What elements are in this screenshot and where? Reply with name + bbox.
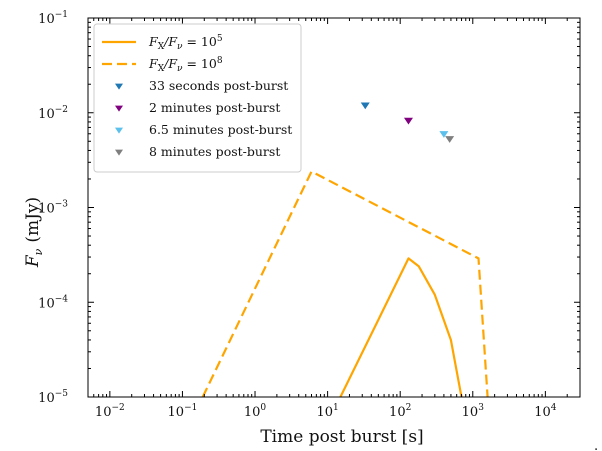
y-tick-label: 10−3 [38, 200, 68, 217]
series-line-2 [201, 170, 489, 397]
upper-limit-marker-4 [445, 136, 455, 143]
y-tick-label: 10−1 [38, 10, 68, 27]
upper-limit-marker-3 [439, 131, 449, 138]
y-tick-label: 10−5 [38, 389, 68, 406]
x-axis-title: Time post burst [s] [260, 427, 423, 447]
x-tick-label: 101 [316, 403, 338, 420]
x-tick-label: 104 [534, 403, 557, 420]
legend: FX/Fν = 105 FX/Fν = 108 33 seconds post-bu… [93, 23, 302, 173]
legend-label-series-2: FX/Fν = 108 [148, 56, 223, 74]
x-tick-label: 102 [389, 403, 411, 420]
legend-label-marker-4: 8 minutes post-burst [149, 144, 280, 159]
series-layer [201, 170, 489, 397]
legend-marker-1 [115, 83, 123, 90]
series-line-1 [339, 257, 463, 397]
footnote-mark: . [594, 439, 598, 451]
y-tick-label: 10−2 [38, 105, 68, 122]
legend-label-marker-2: 2 minutes post-burst [149, 100, 280, 115]
legend-label-marker-1: 33 seconds post-burst [149, 78, 288, 93]
x-tick-label: 10−1 [168, 403, 198, 420]
x-tick-label: 103 [462, 403, 485, 420]
legend-marker-2 [115, 105, 123, 112]
axes-layer: 10−2 10−1 100 101 102 103 104 10−5 10−4 10−3 10−2 1… [38, 10, 581, 420]
legend-marker-3 [115, 127, 123, 134]
legend-label-series-1: FX/Fν = 105 [148, 34, 223, 52]
y-tick-label: 10−4 [38, 294, 68, 311]
x-tick-label: 100 [244, 403, 267, 420]
upper-limit-marker-2 [403, 117, 413, 125]
legend-box [93, 23, 302, 173]
x-tick-label: 10−2 [95, 403, 125, 420]
y-axis-title: Fν(mJy) [23, 197, 45, 268]
marker-layer [360, 102, 455, 143]
upper-limit-marker-1 [360, 102, 370, 110]
legend-marker-4 [115, 149, 123, 156]
legend-label-marker-3: 6.5 minutes post-burst [149, 122, 292, 137]
